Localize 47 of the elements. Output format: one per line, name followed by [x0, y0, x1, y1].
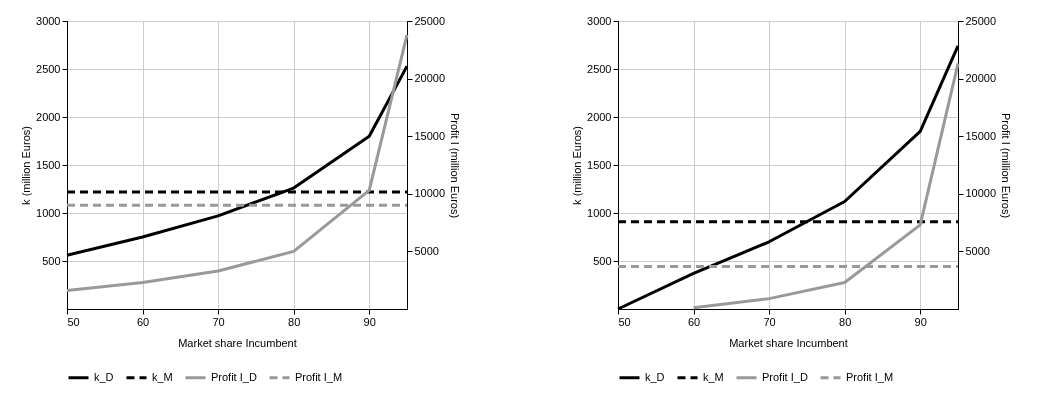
y-tick-label: 3000 [587, 14, 612, 27]
line-series [65, 33, 409, 293]
x-tick-label: 60 [687, 315, 701, 328]
y2-tick-label: 25000 [414, 14, 446, 27]
x-axis-title: Market share Incumbent [729, 336, 848, 349]
legend-label: Profit I_D [762, 370, 808, 383]
y-tick-label: 2500 [587, 62, 612, 75]
x-tick-label: 90 [363, 315, 376, 328]
y2-tick-label: 15000 [414, 129, 446, 142]
legend-label: Profit I_M [295, 370, 343, 383]
y2-tick-label: 15000 [965, 129, 997, 142]
y-tick-label: 1000 [587, 206, 612, 219]
x-tick-label: 70 [763, 315, 776, 328]
x-tick-label: 60 [136, 315, 150, 328]
y-tick-label: 3000 [36, 14, 61, 27]
y-tick-label: 1500 [587, 158, 612, 171]
y-tick-label: 2500 [36, 62, 61, 75]
y2-tick-label: 5000 [414, 244, 439, 257]
legend-label: Profit I_M [846, 370, 894, 383]
y-tick-label: 1500 [36, 158, 61, 171]
x-tick-label: 80 [288, 315, 301, 328]
y-axis-title: k (million Euros) [20, 126, 33, 205]
y-tick-label: 500 [593, 254, 612, 267]
x-axis-title: Market share Incumbent [178, 336, 297, 349]
legend-label: Profit I_D [211, 370, 257, 383]
y-tick-label: 2000 [587, 110, 612, 123]
y2-tick-label: 20000 [414, 72, 446, 85]
legend-label: k_D [645, 370, 665, 383]
y-tick-label: 2000 [36, 110, 61, 123]
y2-tick-label: 10000 [965, 187, 997, 200]
x-tick-label: 90 [914, 315, 927, 328]
y-tick-label: 1000 [36, 206, 61, 219]
y2-tick-label: 25000 [965, 14, 997, 27]
y2-axis-title: Profit I (million Euros) [1000, 112, 1013, 219]
y2-tick-label: 10000 [414, 187, 446, 200]
x-tick-label: 50 [618, 315, 631, 328]
x-tick-label: 80 [839, 315, 852, 328]
y2-tick-label: 5000 [965, 244, 990, 257]
y2-tick-label: 20000 [965, 72, 997, 85]
x-tick-label: 70 [212, 315, 225, 328]
x-tick-label: 50 [67, 315, 80, 328]
legend-label: k_M [152, 370, 173, 383]
y2-axis-title: Profit I (million Euros) [449, 112, 462, 219]
legend-label: k_D [94, 370, 114, 383]
y-axis-title: k (million Euros) [571, 126, 584, 205]
y-tick-label: 500 [42, 254, 61, 267]
legend-label: k_M [703, 370, 724, 383]
